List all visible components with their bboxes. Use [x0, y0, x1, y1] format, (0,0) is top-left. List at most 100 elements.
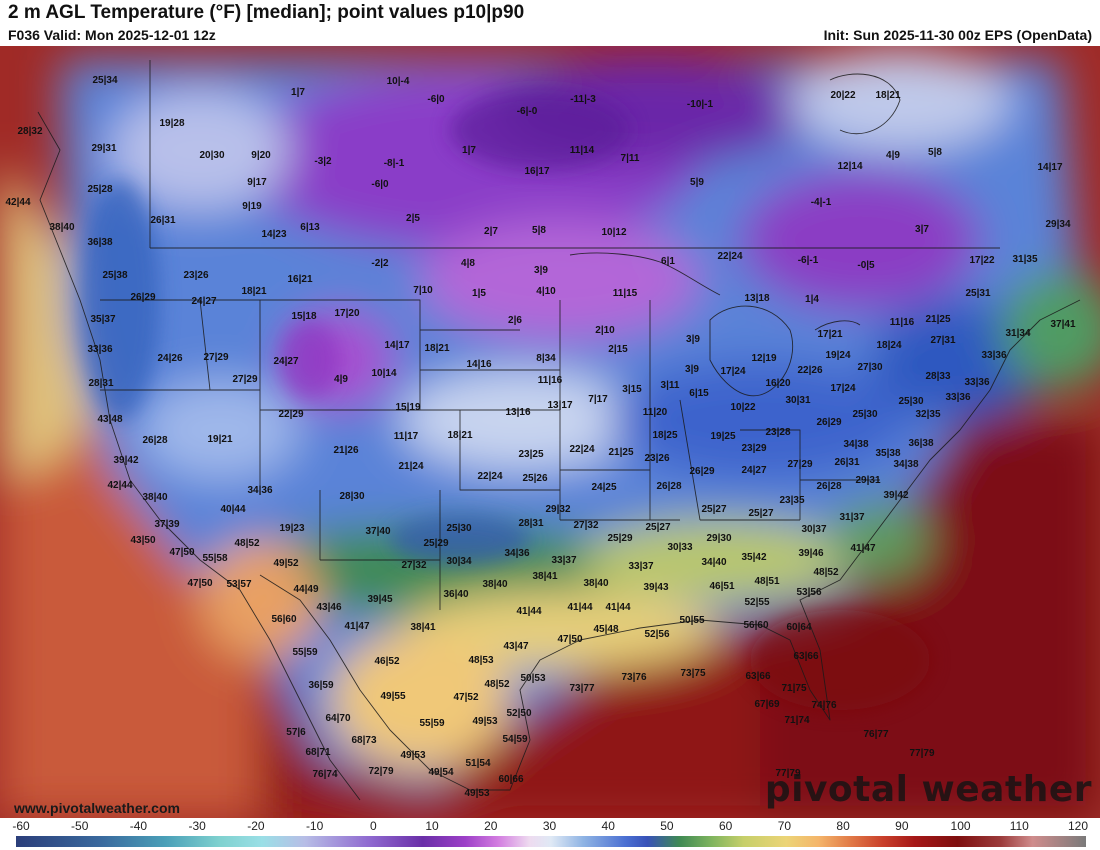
point-value: 20|22 [830, 90, 856, 101]
point-value: 28|30 [339, 491, 365, 502]
point-value: 26|28 [142, 435, 168, 446]
color-scale-tick: 10 [425, 819, 439, 833]
point-value: 52|56 [644, 629, 670, 640]
point-value: 19|23 [279, 523, 305, 534]
point-value: 4|9 [334, 374, 348, 385]
point-value: 7|10 [413, 285, 433, 296]
point-value: 74|76 [811, 700, 837, 711]
point-value: 38|40 [482, 579, 508, 590]
point-value: 68|71 [305, 747, 331, 758]
point-value: -0|5 [857, 260, 875, 271]
point-value: 31|34 [1005, 328, 1031, 339]
point-value: 3|11 [660, 380, 680, 391]
point-value: 43|47 [503, 641, 529, 652]
point-value: 5|8 [928, 147, 942, 158]
point-value: 5|9 [690, 177, 704, 188]
point-value: 46|51 [709, 581, 735, 592]
point-value: 39|42 [883, 490, 909, 501]
point-value: 41|44 [516, 606, 542, 617]
point-value: 48|53 [468, 655, 494, 666]
color-scale: -60 -50 -40 -30 -20 -10 0 10 20 30 40 50 60 70 80 90 100… [0, 818, 1100, 850]
point-value: 29|31 [855, 475, 881, 486]
point-value: 31|35 [1012, 254, 1038, 265]
point-value: 63|66 [793, 651, 819, 662]
point-value: 25|38 [102, 270, 128, 281]
point-value: 26|29 [130, 292, 156, 303]
point-value: 23|25 [518, 449, 544, 460]
point-value: 30|37 [801, 524, 827, 535]
point-value: 42|44 [5, 197, 31, 208]
point-value: 1|4 [805, 294, 819, 305]
point-value: 29|31 [91, 143, 117, 154]
point-value: 17|21 [817, 329, 843, 340]
temperature-map: 25|34 10|-4 1|7 -6|0 -11|-3 -10|-1 20|22 18|21 -… [0, 46, 1100, 818]
point-value: -6|-0 [516, 106, 538, 117]
point-value: 34|36 [504, 548, 530, 559]
map-header: 2 m AGL Temperature (°F) [median]; point… [0, 0, 1100, 46]
point-value: 25|26 [522, 473, 548, 484]
point-value: 41|44 [567, 602, 593, 613]
map-title: 2 m AGL Temperature (°F) [median]; point… [8, 2, 525, 23]
point-value: 24|27 [273, 356, 299, 367]
point-value: 49|53 [464, 788, 490, 799]
point-value: 27|29 [232, 374, 258, 385]
color-scale-tick: 40 [601, 819, 615, 833]
point-value: 29|34 [1045, 219, 1071, 230]
point-value: 52|55 [744, 597, 770, 608]
point-value: 48|51 [754, 576, 780, 587]
point-value: 14|17 [384, 340, 410, 351]
point-value: 67|69 [754, 699, 780, 710]
point-value: 60|64 [786, 622, 812, 633]
point-value: 7|11 [620, 153, 640, 164]
point-value: 47|52 [453, 692, 479, 703]
point-value: 33|37 [628, 561, 654, 572]
point-value: 4|10 [536, 286, 556, 297]
point-value: 25|29 [607, 533, 633, 544]
point-value: 27|29 [203, 352, 229, 363]
point-value: 15|19 [395, 402, 421, 413]
point-value: 25|30 [852, 409, 878, 420]
point-value: 23|26 [644, 453, 670, 464]
point-value: 3|15 [622, 384, 642, 395]
point-value: 37|39 [154, 519, 180, 530]
valid-time: F036 Valid: Mon 2025-12-01 12z [8, 27, 216, 43]
point-value: 12|14 [837, 161, 863, 172]
point-value: 25|29 [423, 538, 449, 549]
point-value: 16|21 [287, 274, 313, 285]
point-value: 11|14 [569, 145, 595, 156]
point-value: 27|29 [787, 459, 813, 470]
point-value: 71|75 [781, 683, 807, 694]
point-value: 55|59 [292, 647, 318, 658]
point-value: 43|50 [130, 535, 156, 546]
point-value: 44|49 [293, 584, 319, 595]
point-value: -2|2 [371, 258, 389, 269]
point-value: 52|50 [506, 708, 532, 719]
point-value: 33|37 [551, 555, 577, 566]
point-value: 13|16 [505, 407, 531, 418]
point-value: 38|41 [532, 571, 558, 582]
point-value: 10|22 [730, 402, 756, 413]
point-value: 39|43 [643, 582, 669, 593]
point-value: 20|30 [199, 150, 225, 161]
point-value: 10|12 [601, 227, 627, 238]
point-value: 29|32 [545, 504, 571, 515]
point-value: 38|41 [410, 622, 436, 633]
point-value: 1|7 [462, 145, 476, 156]
point-value: 54|59 [502, 734, 528, 745]
point-value: -4|-1 [810, 197, 832, 208]
point-value: 30|33 [667, 542, 693, 553]
init-time: Init: Sun 2025-11-30 00z EPS (OpenData) [823, 27, 1092, 43]
point-value: 18|25 [652, 430, 678, 441]
point-value: 21|25 [925, 314, 951, 325]
point-value: 21|24 [398, 461, 424, 472]
point-value: 34|36 [247, 485, 273, 496]
point-value: 22|24 [569, 444, 595, 455]
color-scale-tick: 100 [950, 819, 971, 833]
point-value: 33|36 [945, 392, 971, 403]
point-value: 25|27 [645, 522, 671, 533]
point-value: 22|24 [717, 251, 743, 262]
brand-watermark: pivotal weather [764, 769, 1092, 810]
point-value: 11|16 [889, 317, 915, 328]
point-value: 19|24 [825, 350, 851, 361]
point-value: 41|47 [344, 621, 370, 632]
